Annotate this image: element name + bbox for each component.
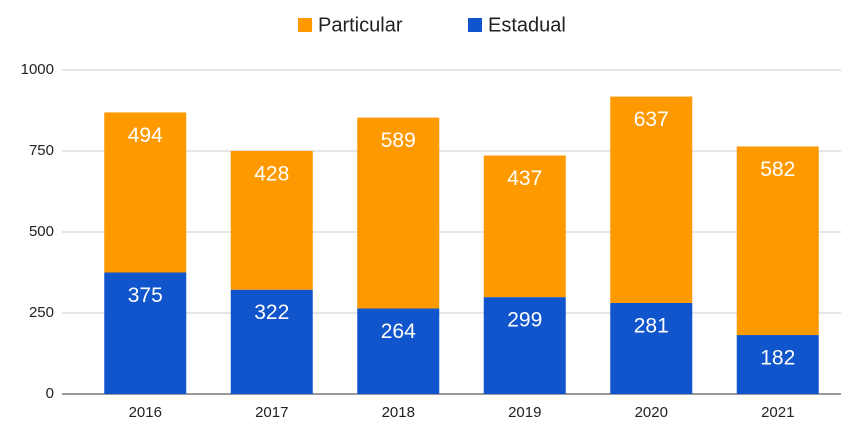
- bar-segment: [610, 302, 693, 394]
- x-tick-label: 2017: [255, 404, 288, 421]
- data-label: 182: [760, 347, 795, 370]
- data-label: 281: [634, 315, 669, 338]
- legend-label: Estadual: [488, 14, 566, 36]
- x-tick-label: 2021: [761, 404, 794, 421]
- data-label: 428: [254, 163, 289, 186]
- data-label: 299: [507, 309, 542, 332]
- bar-segment: [357, 308, 440, 394]
- data-label: 582: [760, 158, 795, 181]
- bar-segment: [104, 112, 187, 273]
- y-tick-label: 750: [29, 142, 54, 159]
- data-label: 494: [128, 124, 163, 147]
- data-label: 322: [254, 301, 289, 324]
- bar-segment: [736, 146, 819, 336]
- x-tick-label: 2018: [382, 404, 415, 421]
- bar-segment: [610, 96, 693, 303]
- x-tick-label: 2019: [508, 404, 541, 421]
- data-label: 589: [381, 129, 416, 152]
- bar-segment: [736, 335, 819, 394]
- bar-segment: [230, 151, 313, 290]
- data-label: 375: [128, 284, 163, 307]
- data-label: 264: [381, 320, 416, 343]
- bar-segment: [483, 297, 566, 394]
- bar-segment: [104, 272, 187, 394]
- data-label: 637: [634, 108, 669, 131]
- bar-segment: [483, 155, 566, 298]
- y-tick-label: 1000: [21, 61, 54, 78]
- y-tick-label: 250: [29, 304, 54, 321]
- x-tick-label: 2020: [635, 404, 668, 421]
- legend-label: Particular: [318, 14, 403, 36]
- legend-swatch: [468, 18, 482, 32]
- x-tick-label: 2016: [129, 404, 162, 421]
- bar-segment: [357, 117, 440, 309]
- y-tick-label: 500: [29, 223, 54, 240]
- y-tick-label: 0: [46, 385, 54, 402]
- legend-swatch: [298, 18, 312, 32]
- bar-segment: [230, 289, 313, 394]
- data-label: 437: [507, 167, 542, 190]
